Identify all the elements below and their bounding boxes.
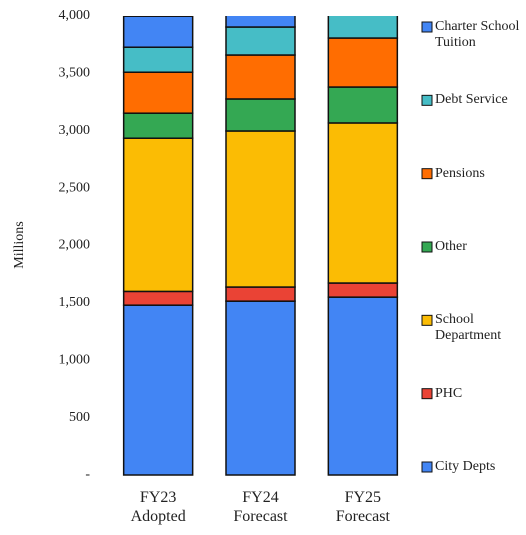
legend-label: Debt Service — [435, 92, 508, 108]
bar-segment — [225, 98, 296, 132]
y-tick-label: 2,000 — [59, 238, 91, 253]
bar-segment — [327, 282, 399, 298]
bar-segment — [225, 16, 296, 28]
legend-label: PHC — [435, 385, 463, 401]
legend-swatch — [421, 21, 433, 33]
y-tick-label: 500 — [69, 410, 90, 425]
bar-segment — [122, 304, 194, 476]
y-axis-label: Millions — [12, 221, 27, 268]
legend-label: City Depts — [435, 459, 496, 474]
bar-segment — [122, 46, 194, 73]
x-tick-label: FY23 Adopted — [130, 489, 186, 525]
legend-swatch — [421, 241, 433, 253]
legend-swatch — [421, 94, 433, 106]
x-tick-label: FY24 Forecast — [233, 489, 288, 525]
bar-segment — [328, 0, 397, 8]
legend-swatch — [421, 168, 433, 180]
bar-segment — [327, 37, 399, 88]
legend-label: Other — [435, 239, 467, 254]
bar-segment — [122, 71, 194, 114]
x-tick-label: FY25 Forecast — [335, 489, 390, 525]
bar-segment — [122, 16, 194, 48]
bar-segment — [225, 300, 296, 476]
y-tick-label: 2,500 — [59, 180, 91, 195]
y-tick-label: 3,500 — [59, 66, 91, 81]
legend-label: Charter School Tuition — [435, 19, 520, 50]
legend-swatch — [421, 388, 433, 400]
y-tick-label: - — [85, 467, 90, 482]
y-tick-label: 1,000 — [59, 352, 91, 367]
bar-segment — [327, 122, 399, 284]
bar-segment — [122, 137, 194, 293]
bar-segment — [327, 16, 399, 39]
bar-segment — [225, 130, 296, 288]
bar-segment — [122, 112, 194, 139]
legend-label: School Department — [435, 312, 502, 344]
bar-segment — [327, 296, 399, 476]
legend-swatch — [421, 314, 433, 326]
y-tick-label: 4,000 — [59, 8, 91, 23]
bar-segment — [225, 286, 296, 302]
y-tick-label: 3,000 — [59, 123, 91, 138]
bar-segment — [327, 86, 399, 124]
plot-area — [122, 0, 399, 476]
legend-swatch — [421, 461, 433, 473]
bar-segment — [225, 54, 296, 100]
y-tick-label: 1,500 — [59, 295, 91, 310]
bar-segment — [122, 290, 194, 306]
bar-segment — [225, 26, 296, 56]
legend-label: Pensions — [435, 165, 485, 181]
